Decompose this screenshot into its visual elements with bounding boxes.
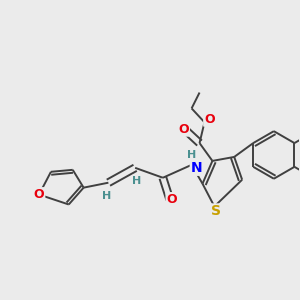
Text: O: O bbox=[178, 123, 189, 136]
Text: H: H bbox=[133, 176, 142, 186]
Text: O: O bbox=[167, 193, 177, 206]
Text: O: O bbox=[34, 188, 44, 201]
Text: O: O bbox=[204, 113, 215, 126]
Text: H: H bbox=[187, 150, 196, 160]
Text: N: N bbox=[191, 161, 203, 175]
Text: H: H bbox=[102, 190, 111, 201]
Text: S: S bbox=[212, 204, 221, 218]
